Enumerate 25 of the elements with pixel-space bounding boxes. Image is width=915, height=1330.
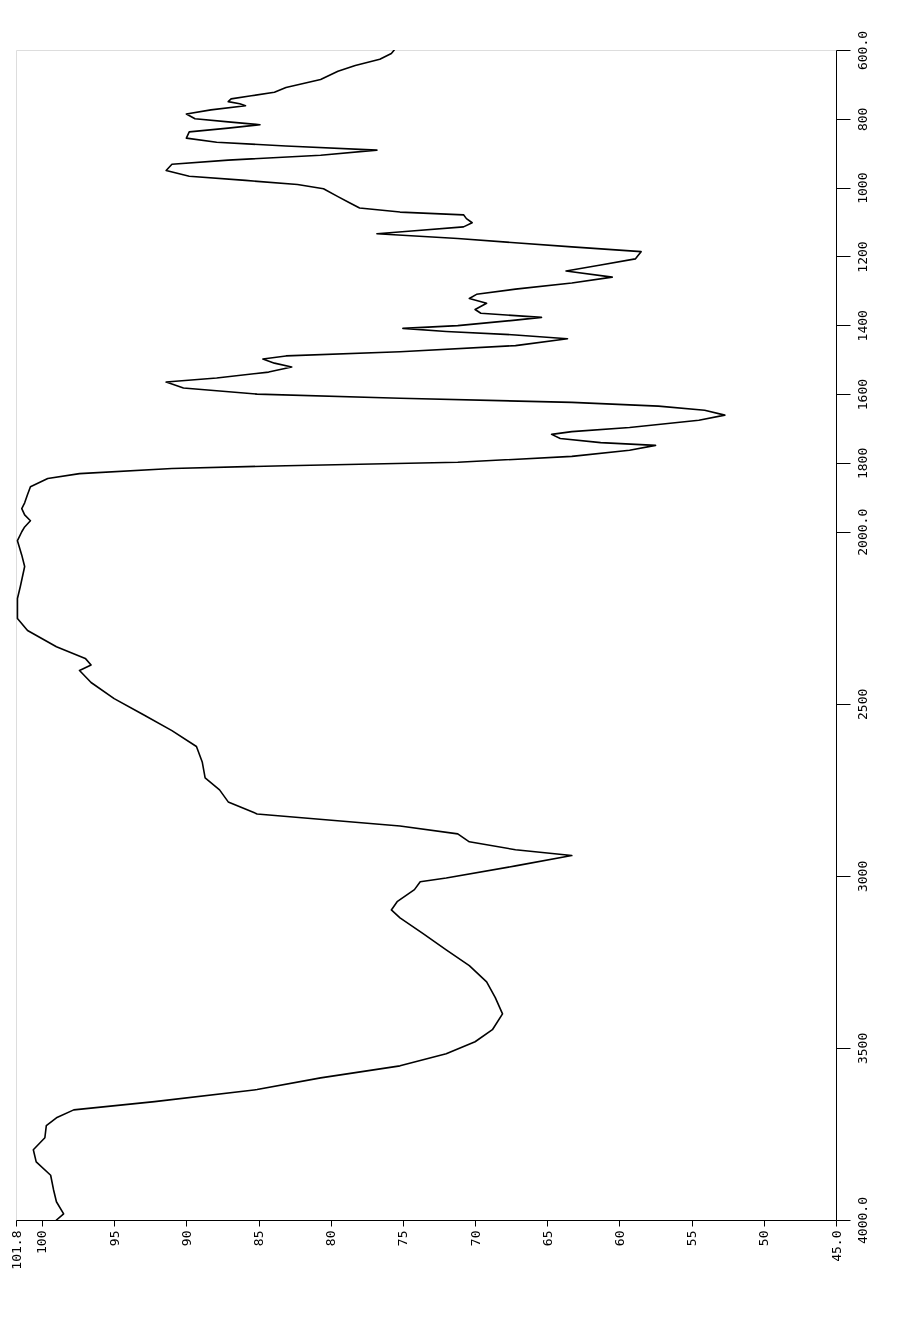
- y-tick-label: 4000.0: [854, 1197, 870, 1244]
- y-tick-label: 2000.0: [854, 508, 870, 556]
- y-tick-label: 1600: [854, 378, 870, 411]
- y-tick-label: 2500: [854, 688, 870, 720]
- x-tick-label: 101.8: [8, 1230, 24, 1270]
- x-tick-label: 85: [251, 1230, 267, 1247]
- x-tick-label: 80: [323, 1230, 339, 1247]
- x-tick-label: 90: [178, 1230, 194, 1247]
- x-tick-label: 65: [539, 1230, 555, 1247]
- x-tick-label: 70: [467, 1230, 483, 1247]
- y-tick-label: 3000: [854, 860, 870, 893]
- y-tick-label: 1000: [854, 172, 870, 204]
- y-tick-label: 1200: [854, 241, 870, 273]
- x-tick-label: 55: [684, 1230, 700, 1247]
- x-tick-label: 95: [106, 1230, 122, 1247]
- y-tick-label: 800: [854, 107, 870, 132]
- x-tick-label: 45.0: [828, 1230, 844, 1262]
- x-tick-label: 75: [395, 1230, 411, 1247]
- y-tick-label: 3500: [854, 1032, 870, 1065]
- x-tick-label: 100: [34, 1230, 50, 1254]
- y-tick-label: 600.0: [854, 30, 870, 71]
- y-tick-label: 1800: [854, 447, 870, 480]
- y-tick-label: 1400: [854, 310, 870, 342]
- x-tick-label: 60: [611, 1230, 627, 1247]
- x-tick-label: 50: [756, 1230, 772, 1247]
